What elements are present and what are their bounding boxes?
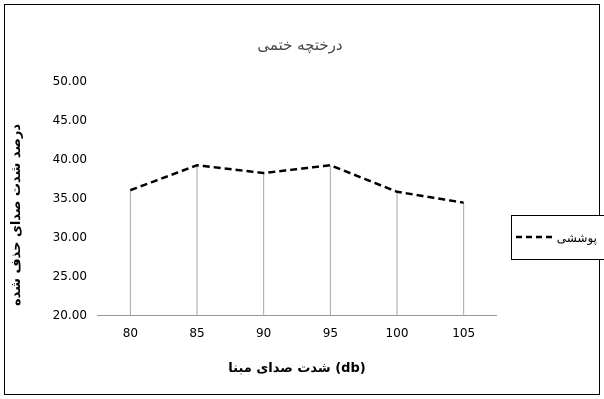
y-tick-label: 20.00 [53,308,87,322]
y-tick-label: 40.00 [53,152,87,166]
x-tick-label: 100 [386,326,409,340]
y-axis-title: درصد شدت صدای حذف شده [9,124,24,306]
y-tick-label: 50.00 [53,74,87,88]
legend-label: پوششی [557,231,597,246]
y-tick-label: 30.00 [53,230,87,244]
series-line [129,163,464,204]
x-axis-title: شدت صدای مبنا (db) [228,361,365,376]
y-tick-label: 45.00 [53,113,87,127]
x-tick-label: 90 [256,326,271,340]
chart-border [4,4,600,395]
x-axis-ticks: 80 85 90 95 100 105 [123,326,475,340]
y-axis-ticks: 20.00 25.00 30.00 35.00 40.00 45.00 50.00 [53,74,87,322]
y-tick-label: 35.00 [53,191,87,205]
x-tick-label: 95 [323,326,338,340]
y-tick-label: 25.00 [53,269,87,283]
chart-title: درختچه ختمی [257,36,342,54]
legend: پوششی [511,215,604,260]
series-layer [129,163,464,204]
x-tick-label: 85 [189,326,204,340]
x-tick-label: 105 [452,326,475,340]
drop-lines [129,165,465,315]
x-tick-label: 80 [123,326,138,340]
